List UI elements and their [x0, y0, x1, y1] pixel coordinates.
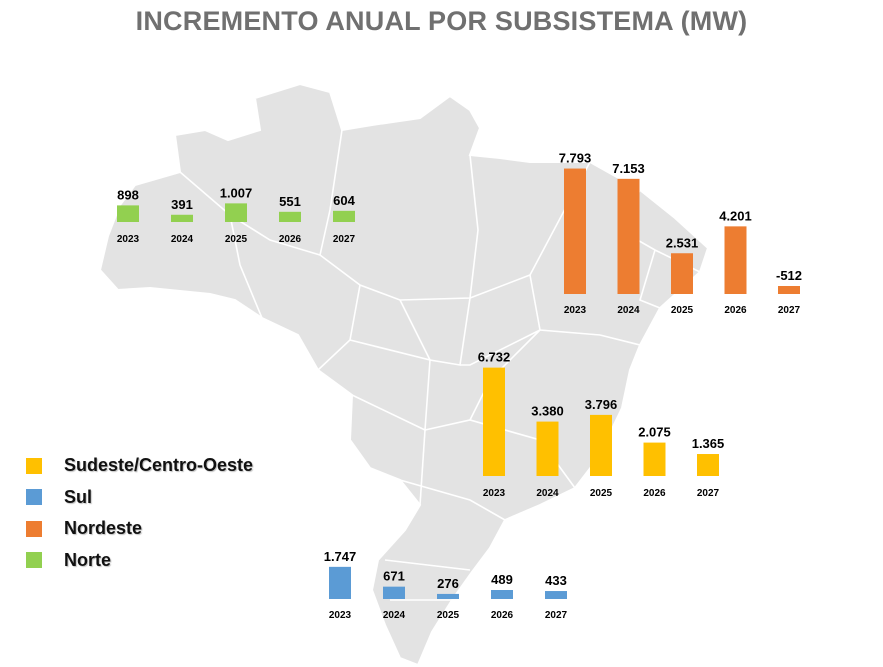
data-label: 7.793 [559, 151, 592, 166]
legend: Sudeste/Centro-Oeste Sul Nordeste Norte [26, 450, 253, 576]
year-label: 2023 [564, 305, 587, 316]
bar-sul-2025 [437, 593, 459, 599]
bar-nordeste-2023 [564, 168, 586, 294]
legend-item-sudeste-centro-oeste: Sudeste/Centro-Oeste [26, 450, 253, 482]
legend-swatch [26, 520, 42, 537]
year-label: 2024 [171, 234, 194, 245]
year-label: 2026 [491, 610, 514, 621]
bar-sul-2026 [491, 590, 513, 599]
legend-label: Sul [64, 486, 93, 507]
year-label: 2023 [117, 234, 140, 245]
bar-norte-2025 [225, 203, 247, 222]
year-label: 2027 [778, 305, 801, 316]
data-label: 3.796 [585, 397, 618, 412]
legend-swatch [26, 489, 42, 506]
chart-title: INCREMENTO ANUAL POR SUBSISTEMA (MW) [135, 6, 748, 36]
data-label: 551 [279, 194, 301, 209]
data-label: 7.153 [612, 161, 645, 176]
bar-norte-2027 [333, 210, 355, 222]
year-label: 2027 [697, 488, 720, 499]
bar-group-sudeste-centro-oeste: 6.732 2023 3.380 2024 3.796 2025 2.075 2026 1.36… [478, 350, 725, 499]
bar-norte-2024 [171, 214, 193, 222]
bar-sudeste-centro-oeste-2024 [536, 421, 559, 476]
year-label: 2024 [617, 305, 640, 316]
data-label: 1.007 [220, 185, 253, 200]
bar-norte-2026 [279, 211, 301, 222]
year-label: 2027 [333, 234, 356, 245]
year-label: 2023 [329, 610, 352, 621]
bar-norte-2023 [117, 205, 139, 222]
year-label: 2025 [437, 610, 460, 621]
data-label: 489 [491, 572, 513, 587]
data-label: 6.732 [478, 350, 511, 365]
data-label: 2.531 [666, 235, 699, 250]
bar-nordeste-2026 [724, 226, 747, 294]
bar-nordeste-2025 [671, 253, 693, 294]
data-label: 4.201 [719, 208, 752, 223]
bar-sudeste-centro-oeste-2026 [643, 442, 666, 476]
data-label: 433 [545, 573, 567, 588]
data-label: -512 [776, 268, 802, 283]
year-label: 2025 [590, 488, 613, 499]
data-label: 3.380 [531, 404, 564, 419]
year-label: 2023 [483, 488, 506, 499]
bar-sudeste-centro-oeste-2027 [697, 454, 719, 476]
bar-group-sul: 1.747 2023 671 2024 276 2025 489 2026 433 2027 [324, 549, 568, 621]
data-label: 604 [333, 193, 355, 208]
year-label: 2026 [643, 488, 666, 499]
year-label: 2025 [225, 234, 248, 245]
data-label: 671 [383, 569, 405, 584]
legend-item-nordeste: Nordeste [26, 513, 253, 545]
bar-nordeste-2027 [778, 286, 800, 294]
data-label: 276 [437, 576, 459, 591]
year-label: 2024 [536, 488, 559, 499]
data-label: 2.075 [638, 425, 671, 440]
year-label: 2027 [545, 610, 568, 621]
legend-label: Sudeste/Centro-Oeste [64, 455, 254, 476]
bar-sudeste-centro-oeste-2025 [590, 414, 612, 476]
data-label: 898 [117, 187, 139, 202]
bars-layer: 898202339120241.0072025551202660420277.7… [117, 151, 802, 621]
bar-group-nordeste: 7.793 2023 7.153 2024 2.531 2025 4.201 2026 -512… [559, 151, 802, 316]
legend-swatch [26, 457, 42, 474]
year-label: 2024 [383, 610, 406, 621]
bar-sudeste-centro-oeste-2023 [483, 367, 505, 476]
year-label: 2025 [671, 305, 694, 316]
year-label: 2026 [724, 305, 747, 316]
legend-swatch [26, 552, 42, 569]
bar-nordeste-2024 [617, 178, 640, 294]
bar-group-norte: 898 2023 391 2024 1.007 2025 551 2026 604 2027 [117, 185, 356, 245]
data-label: 1.747 [324, 549, 357, 564]
legend-item-norte: Norte [26, 545, 253, 577]
legend-label: Nordeste [64, 518, 143, 539]
legend-label: Norte [64, 549, 112, 570]
year-label: 2026 [279, 234, 302, 245]
bar-sul-2024 [383, 586, 405, 599]
bar-sul-2027 [545, 591, 567, 599]
legend-item-sul: Sul [26, 482, 253, 514]
data-label: 391 [171, 197, 193, 212]
bar-sul-2023 [329, 566, 351, 599]
data-label: 1.365 [692, 436, 725, 451]
